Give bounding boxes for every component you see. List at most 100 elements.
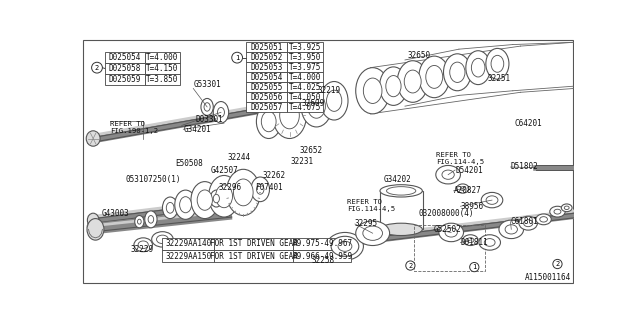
Ellipse shape	[463, 235, 478, 245]
Ellipse shape	[218, 108, 225, 117]
Text: T=4.050: T=4.050	[289, 93, 321, 102]
Ellipse shape	[499, 220, 524, 239]
Bar	[246, 72, 287, 82]
Circle shape	[92, 62, 102, 73]
Ellipse shape	[338, 241, 352, 251]
Bar	[414, 225, 485, 271]
Ellipse shape	[444, 54, 471, 91]
Text: D025054: D025054	[250, 73, 283, 82]
Text: D01811: D01811	[460, 238, 488, 247]
Text: 32229: 32229	[130, 245, 153, 254]
Text: 1: 1	[472, 264, 476, 270]
Ellipse shape	[466, 51, 490, 84]
Text: T=3.850: T=3.850	[147, 75, 179, 84]
Bar	[293, 238, 351, 250]
Text: T=3.975: T=3.975	[289, 63, 321, 72]
Bar	[293, 250, 351, 262]
Ellipse shape	[491, 55, 504, 72]
Text: D025054: D025054	[109, 53, 141, 62]
Ellipse shape	[363, 226, 383, 240]
Ellipse shape	[135, 215, 144, 228]
Ellipse shape	[216, 185, 232, 208]
Text: 38956: 38956	[460, 202, 484, 211]
Bar	[287, 92, 323, 102]
Ellipse shape	[148, 216, 154, 223]
Text: D025055: D025055	[250, 83, 283, 92]
Ellipse shape	[564, 206, 569, 210]
Ellipse shape	[445, 228, 458, 237]
Text: C61801: C61801	[511, 217, 538, 226]
Ellipse shape	[481, 192, 503, 208]
Ellipse shape	[163, 197, 178, 219]
Text: 32258: 32258	[312, 256, 335, 265]
Text: F07401: F07401	[255, 182, 283, 191]
Bar	[287, 42, 323, 52]
Text: D51802: D51802	[511, 163, 538, 172]
Ellipse shape	[380, 223, 422, 236]
Text: 32244: 32244	[227, 153, 250, 162]
Text: G42507: G42507	[211, 166, 239, 175]
Text: G34201: G34201	[183, 125, 211, 134]
Ellipse shape	[364, 78, 382, 103]
Text: T=3.950: T=3.950	[289, 53, 321, 62]
Text: A20827: A20827	[454, 186, 481, 195]
Bar	[246, 102, 287, 112]
Ellipse shape	[307, 94, 325, 118]
Ellipse shape	[561, 204, 572, 212]
Text: 32652: 32652	[300, 146, 323, 155]
Text: E50508: E50508	[175, 159, 204, 168]
Ellipse shape	[326, 90, 342, 111]
Ellipse shape	[554, 209, 561, 214]
Ellipse shape	[387, 187, 416, 195]
Text: D025056: D025056	[250, 93, 283, 102]
Text: G34202: G34202	[383, 175, 411, 184]
Bar	[287, 102, 323, 112]
Ellipse shape	[479, 235, 500, 250]
Ellipse shape	[460, 187, 465, 190]
Text: 32251: 32251	[488, 74, 511, 83]
Ellipse shape	[550, 206, 565, 217]
Text: REFER TO
FIG.114-4,5: REFER TO FIG.114-4,5	[348, 198, 396, 212]
Text: 32650: 32650	[407, 51, 431, 60]
Circle shape	[553, 260, 562, 268]
Text: T=4.025: T=4.025	[289, 83, 321, 92]
Bar	[163, 238, 214, 250]
Text: 2: 2	[95, 65, 99, 71]
Ellipse shape	[152, 232, 173, 247]
Text: 49.966-49.959: 49.966-49.959	[292, 252, 352, 261]
Text: 2: 2	[556, 261, 559, 267]
Ellipse shape	[204, 103, 210, 111]
Text: D025052: D025052	[250, 53, 283, 62]
Circle shape	[406, 261, 415, 270]
Text: G43003: G43003	[102, 210, 129, 219]
Ellipse shape	[419, 56, 450, 98]
Ellipse shape	[175, 190, 196, 219]
Ellipse shape	[467, 238, 474, 243]
Ellipse shape	[88, 213, 99, 227]
Ellipse shape	[134, 238, 152, 252]
Text: D025051: D025051	[250, 43, 283, 52]
Text: G53301: G53301	[193, 80, 221, 89]
Text: T=4.075: T=4.075	[289, 103, 321, 112]
Ellipse shape	[486, 48, 509, 79]
Text: FOR 1ST DRIVEN GEAR: FOR 1ST DRIVEN GEAR	[210, 239, 298, 249]
Ellipse shape	[426, 66, 443, 88]
Ellipse shape	[450, 62, 465, 83]
Text: 32609: 32609	[301, 99, 324, 108]
Ellipse shape	[87, 219, 104, 240]
Text: 32231: 32231	[291, 157, 314, 166]
Ellipse shape	[380, 185, 422, 197]
Text: REFER TO
FIG.190-1,2: REFER TO FIG.190-1,2	[110, 121, 158, 134]
Bar	[105, 52, 145, 63]
Text: 1: 1	[235, 55, 239, 61]
Ellipse shape	[201, 99, 213, 116]
Bar	[287, 52, 323, 62]
Ellipse shape	[356, 221, 390, 245]
Text: D025057: D025057	[250, 103, 283, 112]
Text: D03301: D03301	[196, 115, 223, 124]
Ellipse shape	[138, 219, 141, 224]
Bar	[105, 74, 145, 84]
Bar	[246, 42, 287, 52]
Ellipse shape	[519, 216, 538, 230]
Bar	[163, 250, 214, 262]
